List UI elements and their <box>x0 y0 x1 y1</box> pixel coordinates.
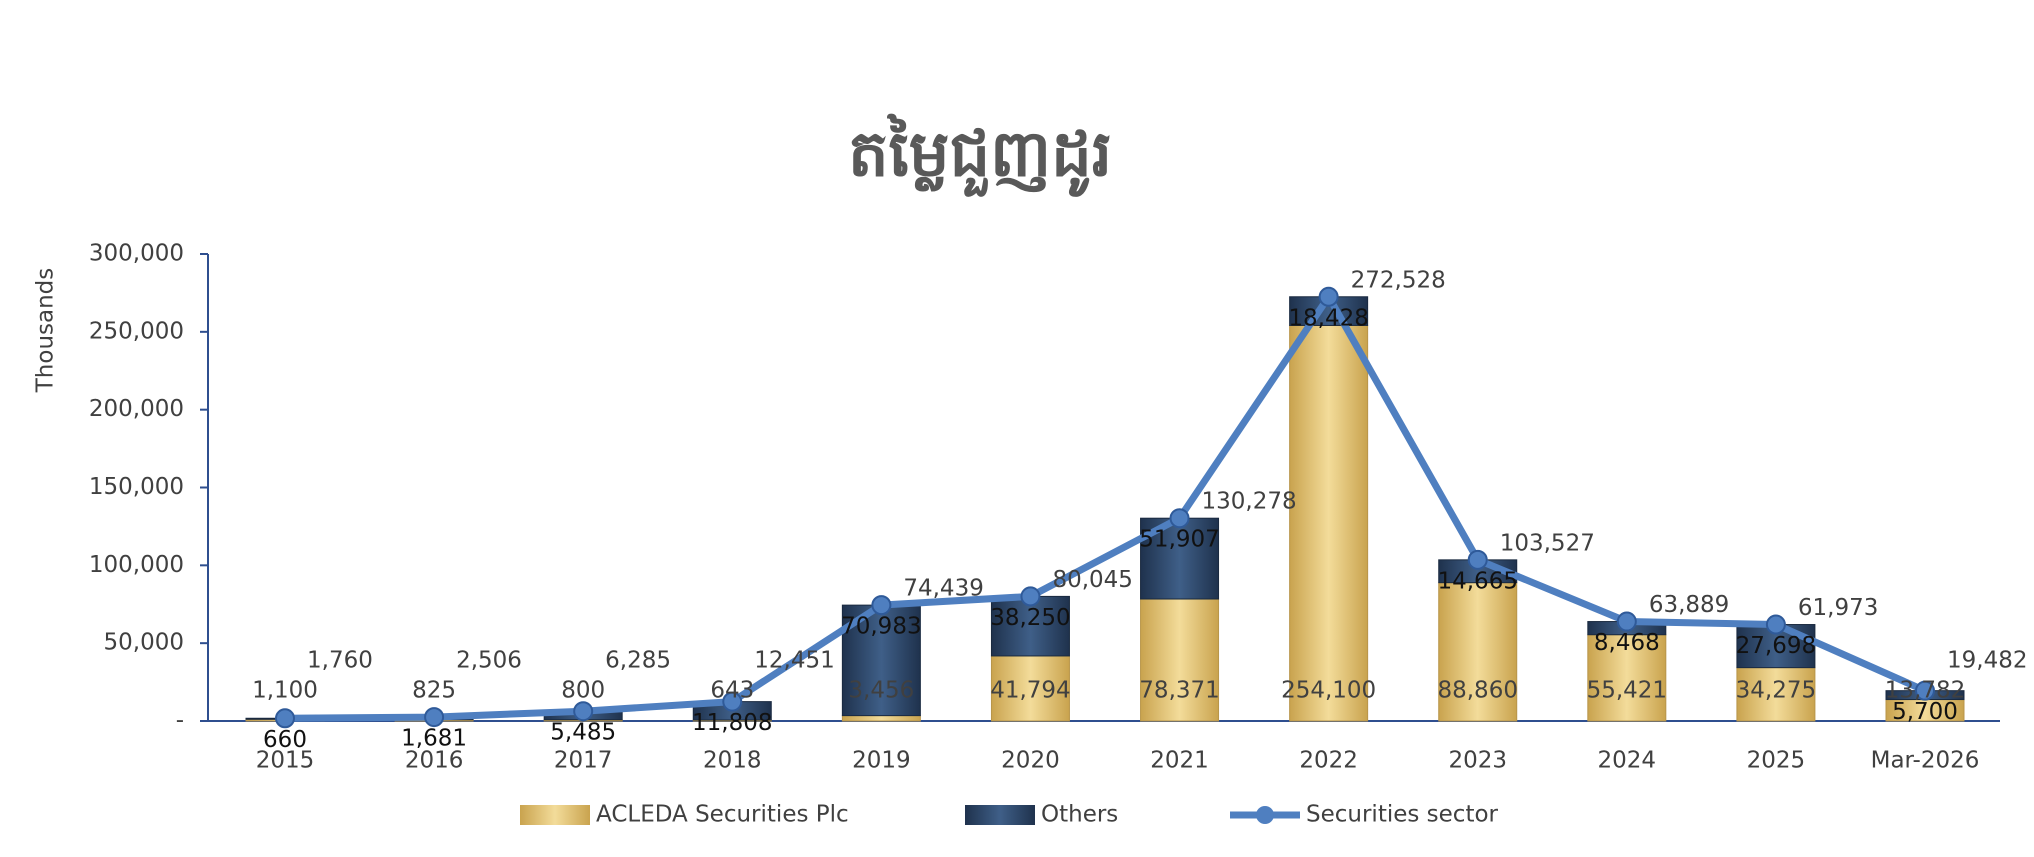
data-label: 103,527 <box>1500 530 1595 556</box>
data-label: 63,889 <box>1649 592 1729 618</box>
data-label: 18,428 <box>1288 305 1368 331</box>
x-tick-label: 2016 <box>405 748 464 774</box>
data-label: 660 <box>263 727 307 753</box>
line <box>284 293 1927 722</box>
bar-segment <box>1587 634 1667 722</box>
y-tick-label: 300,000 <box>89 241 184 267</box>
legend-label: Securities sector <box>1306 802 1499 828</box>
data-label: 130,278 <box>1202 489 1297 515</box>
data-label: 825 <box>412 678 456 704</box>
legend-swatch <box>1256 806 1274 824</box>
data-label: 5,700 <box>1892 699 1958 725</box>
bar-segment <box>990 655 1070 722</box>
x-tick-label: 2024 <box>1598 748 1657 774</box>
line-marker <box>1616 611 1637 632</box>
data-label: 80,045 <box>1052 567 1132 593</box>
line-marker <box>275 708 295 729</box>
legend-label: ACLEDA Securities Plc <box>596 802 849 828</box>
y-tick-label: 50,000 <box>104 630 184 656</box>
x-tick-label: 2025 <box>1747 748 1806 774</box>
bar-segment <box>841 715 921 722</box>
line-marker <box>1318 286 1339 307</box>
data-label: 11,808 <box>692 710 772 736</box>
bar-segment <box>1140 598 1220 722</box>
data-label: 3,456 <box>848 678 914 704</box>
y-tick-label: 250,000 <box>89 318 184 344</box>
data-label: 27,698 <box>1736 633 1816 659</box>
data-label: 13,782 <box>1885 678 1965 704</box>
data-label: 1,760 <box>307 648 373 674</box>
legend-swatch <box>520 805 590 825</box>
bar-segment <box>1438 582 1518 722</box>
line-marker <box>871 595 892 616</box>
data-label: 19,482 <box>1947 648 2027 674</box>
data-label: 800 <box>561 678 605 704</box>
bar-segment <box>1736 667 1816 722</box>
data-label: 14,665 <box>1437 568 1517 594</box>
line-marker <box>573 701 594 722</box>
data-label: 61,973 <box>1798 595 1878 621</box>
x-tick-label: 2018 <box>703 748 762 774</box>
x-tick-label: 2023 <box>1448 748 1507 774</box>
data-label: 88,860 <box>1437 678 1517 704</box>
line-marker <box>1467 549 1488 570</box>
y-tick-label: 150,000 <box>89 474 184 500</box>
x-tick-label: Mar-2026 <box>1871 748 1980 774</box>
data-label: 34,275 <box>1736 678 1816 704</box>
data-label: 78,371 <box>1139 678 1219 704</box>
data-label: 272,528 <box>1351 267 1446 293</box>
x-tick-label: 2020 <box>1001 748 1060 774</box>
x-tick-label: 2022 <box>1299 748 1358 774</box>
line-marker <box>1765 614 1786 635</box>
line-marker <box>424 707 445 728</box>
data-label: 6,285 <box>605 648 671 674</box>
data-label: 643 <box>710 678 754 704</box>
x-tick-label: 2019 <box>852 748 911 774</box>
data-label: 51,907 <box>1139 527 1219 553</box>
bar-segment <box>1289 324 1369 722</box>
line-marker <box>1169 508 1190 529</box>
line-marker <box>722 691 743 712</box>
x-tick-label: 2017 <box>554 748 613 774</box>
data-label: 70,983 <box>841 614 921 640</box>
legend-swatch <box>965 805 1035 825</box>
y-tick-label: 100,000 <box>89 552 184 578</box>
data-label: 1,681 <box>401 726 467 752</box>
chart-title: តម្លៃជួញដូរ <box>848 114 1112 198</box>
data-label: 1,100 <box>252 678 318 704</box>
x-tick-label: 2021 <box>1150 748 1209 774</box>
x-tick-label: 2015 <box>256 748 315 774</box>
data-label: 2,506 <box>456 648 522 674</box>
line-marker <box>1915 680 1935 701</box>
y-tick-label: 200,000 <box>89 396 184 422</box>
line-marker <box>1020 586 1041 607</box>
data-label: 12,451 <box>754 648 834 674</box>
data-label: 8,468 <box>1594 630 1660 656</box>
legend-label: Others <box>1041 802 1118 828</box>
y-tick-label: - <box>176 708 184 734</box>
data-label: 55,421 <box>1587 678 1667 704</box>
y-axis-label: Thousands <box>33 268 59 394</box>
data-label: 74,439 <box>903 576 983 602</box>
data-label: 38,250 <box>990 605 1070 631</box>
data-label: 41,794 <box>990 678 1070 704</box>
data-label: 254,100 <box>1281 678 1376 704</box>
data-label: 5,485 <box>550 720 616 746</box>
